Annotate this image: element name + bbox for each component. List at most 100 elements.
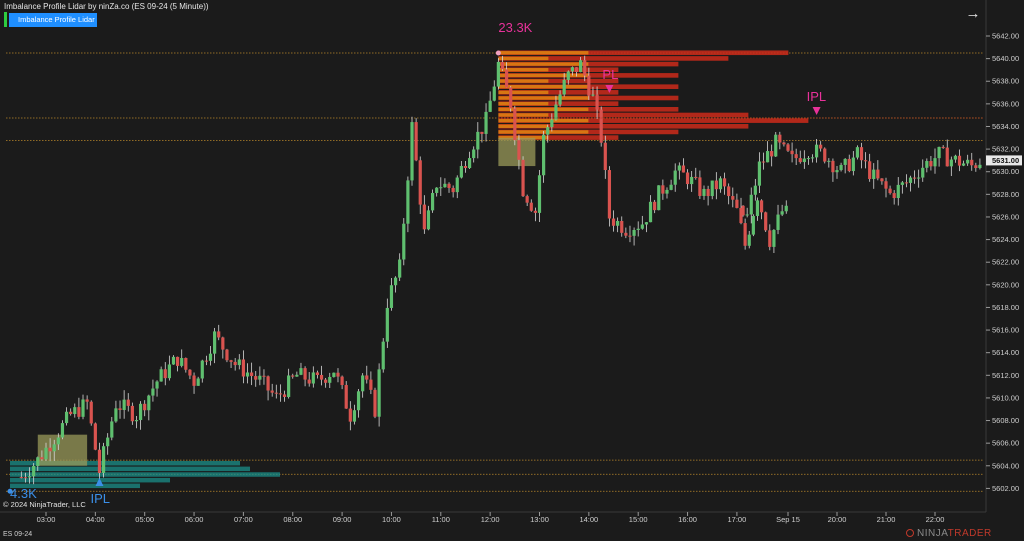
candle-body [525,196,529,203]
ninjatrader-logo: NINJATRADER [906,528,992,539]
candle-body [774,134,778,157]
candle-body [118,408,122,410]
candle-body [855,147,860,158]
price-tick-label: 5606.00 [992,439,1019,448]
time-tick-label: 03:00 [37,515,56,524]
candle-body [328,376,332,383]
candle-body [200,360,204,379]
candle-body [505,69,509,88]
candle-body [921,167,925,178]
bull-ipl-arrow-icon [95,478,104,486]
candle-body [798,158,802,163]
candle-body [673,170,677,185]
candle-body [747,234,751,246]
candle-body [929,161,933,167]
candle-body [611,218,616,226]
price-tick-label: 5604.00 [992,461,1019,470]
price-tick-label: 5612.00 [992,371,1019,380]
candle-body [97,449,102,474]
candle-body [254,376,258,380]
time-tick-label: 10:00 [382,515,401,524]
time-tick-label: 11:00 [432,515,450,524]
candle-body [765,151,770,163]
candle-body [233,361,237,366]
candle-body [521,159,525,197]
candle-body [731,196,735,200]
candle-body [319,374,324,380]
bear-profile-core [498,73,589,78]
price-tick-label: 5642.00 [992,32,1019,41]
time-tick-label: 04:00 [86,515,105,524]
candle-body [89,401,93,424]
candle-body [562,79,566,95]
candle-body [439,187,443,189]
candle-body [435,187,439,193]
bear-profile-core [498,113,549,117]
candle-body [554,104,558,120]
candle-body [110,421,114,438]
candle-body [690,176,694,185]
candle-body [85,399,89,402]
candle-body [443,183,447,188]
bear-profile-bar [498,67,619,73]
candle-body [188,369,192,376]
candle-body [500,61,505,70]
price-tick-label: 5626.00 [992,212,1019,221]
candle-body [155,381,159,389]
candle-body [467,158,472,169]
candle-body [274,392,278,394]
candle-body [644,222,649,225]
candle-body [790,150,794,155]
candle-body [126,399,130,406]
candle-body [665,189,669,194]
candle-body [398,259,402,278]
candle-body [282,394,287,397]
price-tick-label: 5620.00 [992,280,1019,289]
price-tick-label: 5628.00 [992,190,1019,199]
candle-body [880,178,884,182]
candle-body [180,358,184,366]
candle-body [681,165,686,173]
candle-body [537,175,542,213]
candle-body [23,477,28,479]
bear-profile-core [498,62,589,66]
candle-body [221,337,225,350]
candle-body [217,331,221,338]
candle-body [377,369,381,417]
bear-profile-volume-label: 23.3K [498,20,532,35]
bull-ipl-label: IPL [90,491,110,506]
bear-profile-bar [498,50,789,56]
candle-body [892,193,896,199]
candle-body [143,403,147,411]
arrow-right-icon[interactable]: → [965,5,981,22]
candle-body [476,131,480,150]
candle-body [628,235,632,237]
candle-body [759,200,764,213]
candle-body [566,71,570,80]
candle-body [755,200,760,216]
candle-body [847,158,851,172]
candle-body [558,94,562,105]
candle-body [393,277,398,286]
candle-body [299,368,303,375]
candle-body [414,122,418,161]
bear-profile-core [498,124,549,128]
candle-body [851,157,855,172]
price-tick-label: 5608.00 [992,416,1019,425]
candle-body [373,389,377,417]
bull-profile-anchor-dot [7,488,13,494]
candle-body [917,177,921,179]
candle-body [764,212,768,231]
candle-body [648,201,653,223]
indicator-button[interactable]: Imbalance Profile Lidar [9,13,97,27]
candle-body [171,356,176,365]
candle-body [418,160,422,205]
bull-profile-bar [10,472,280,477]
candle-body [706,188,710,197]
bear-profile-core [498,118,589,123]
candle-body [426,210,431,230]
candle-body [237,359,241,366]
bull-profile-volume-label: 4.3K [10,486,37,501]
candle-body [77,407,81,417]
candle-body [430,192,435,211]
